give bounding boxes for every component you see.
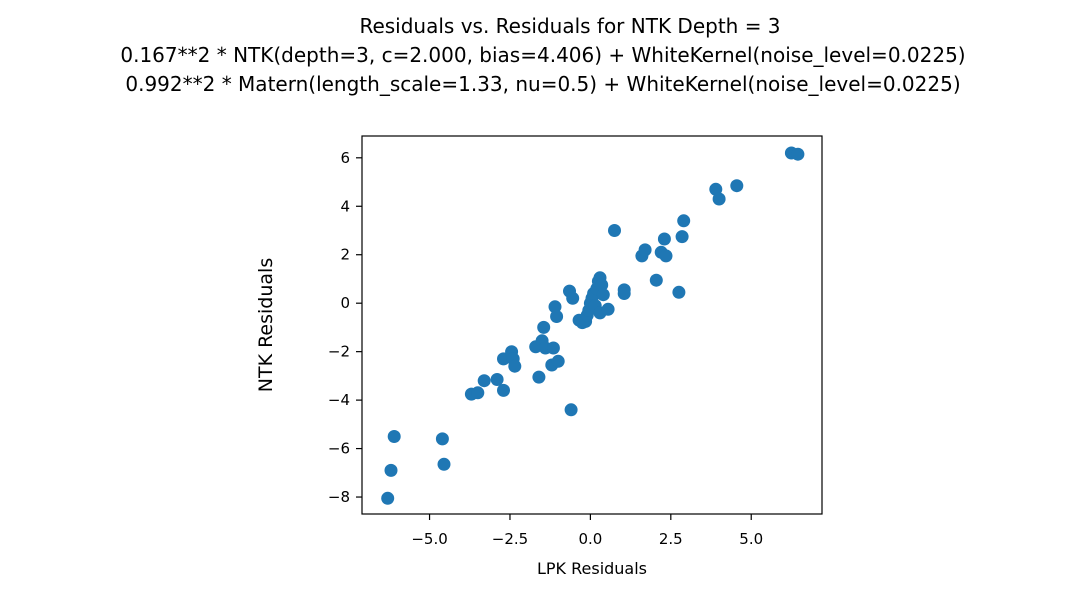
data-point [649, 273, 663, 287]
y-tick-label: −6 [328, 440, 350, 458]
data-point [601, 302, 615, 316]
data-points [381, 146, 805, 505]
data-point [657, 232, 671, 246]
data-point [617, 287, 631, 300]
y-axis-ticks: −8 −6 −4 −2 0 2 4 6 [328, 149, 362, 506]
data-point [548, 300, 562, 314]
y-tick-label: −8 [328, 488, 350, 506]
y-tick-label: 6 [340, 149, 350, 167]
y-axis-label: NTK Residuals [255, 258, 277, 392]
y-tick-label: 0 [340, 294, 350, 312]
data-point [437, 457, 451, 471]
x-axis-ticks: −5.0 −2.5 0.0 2.5 5.0 [411, 514, 763, 548]
data-point [791, 147, 805, 161]
data-point [608, 224, 621, 237]
x-tick-label: 0.0 [578, 530, 602, 548]
data-point [596, 288, 610, 302]
y-tick-label: 2 [340, 246, 350, 264]
data-point [550, 310, 564, 323]
data-point [551, 354, 565, 368]
data-point [546, 341, 560, 355]
plot-area-frame [361, 135, 823, 515]
data-point [508, 359, 522, 373]
chart-title-line-2: 0.167**2 * NTK(depth=3, c=2.000, bias=4.… [120, 43, 965, 67]
data-point [730, 179, 744, 193]
data-point [595, 278, 609, 292]
x-axis-label: LPK Residuals [537, 559, 647, 578]
data-point [497, 383, 510, 397]
y-tick-label: −4 [328, 391, 350, 409]
chart-title-line-1: Residuals vs. Residuals for NTK Depth = … [359, 14, 780, 38]
data-point [471, 386, 485, 400]
data-point [672, 285, 686, 299]
data-point [537, 320, 551, 334]
data-point [387, 430, 401, 443]
data-point [435, 432, 449, 446]
data-point [638, 243, 652, 257]
data-point [677, 214, 691, 228]
x-tick-label: −5.0 [411, 530, 447, 548]
data-point [384, 463, 398, 477]
y-tick-label: 4 [340, 197, 350, 215]
x-tick-label: −2.5 [492, 530, 528, 548]
data-point [477, 374, 491, 388]
y-tick-label: −2 [328, 343, 350, 361]
data-point [675, 230, 689, 244]
data-point [564, 403, 578, 417]
data-point [566, 291, 580, 305]
x-tick-label: 2.5 [659, 530, 683, 548]
data-point [490, 373, 504, 386]
data-point [532, 370, 546, 384]
chart-title: Residuals vs. Residuals for NTK Depth = … [120, 14, 965, 96]
chart-title-line-3: 0.992**2 * Matern(length_scale=1.33, nu=… [125, 72, 960, 96]
data-point [712, 192, 726, 206]
data-point [659, 249, 673, 263]
data-point [381, 491, 395, 505]
x-tick-label: 5.0 [739, 530, 763, 548]
